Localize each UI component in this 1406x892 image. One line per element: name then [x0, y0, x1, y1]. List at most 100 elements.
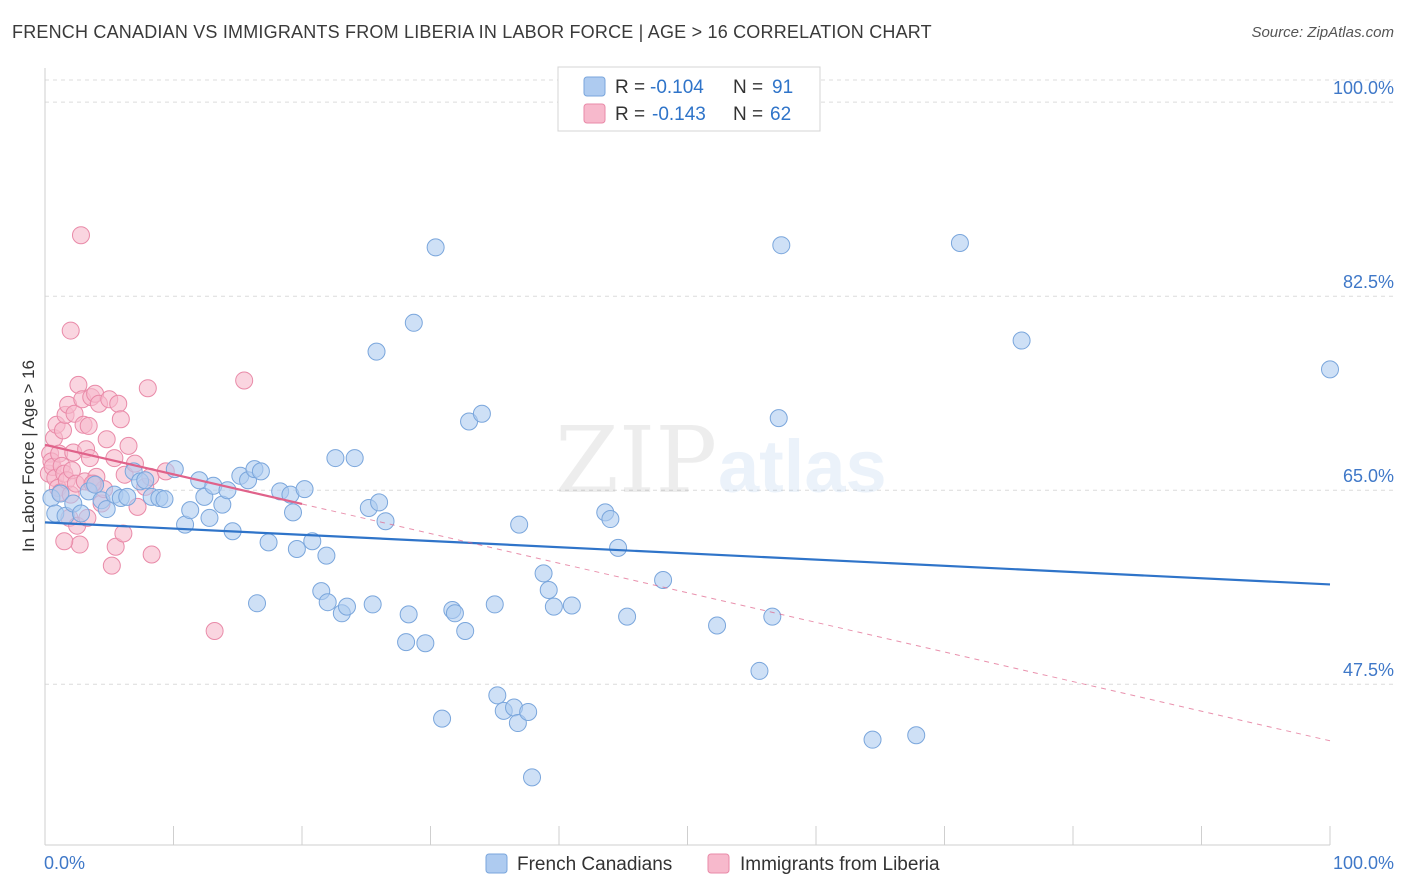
liberia-point — [111, 410, 130, 429]
x-tick-label-min: 0.0% — [44, 853, 85, 873]
french-canadian-point — [284, 503, 303, 522]
liberia-point — [106, 537, 125, 556]
french-canadian-point — [251, 462, 270, 481]
legend-r-label-2: R = — [615, 104, 645, 125]
french-canadian-point — [445, 604, 464, 623]
french-canadian-point — [539, 581, 558, 599]
liberia-point — [79, 416, 98, 435]
french-canadian-point — [248, 594, 267, 613]
chart-title: FRENCH CANADIAN VS IMMIGRANTS FROM LIBER… — [12, 22, 932, 42]
french-canadian-point — [562, 596, 581, 615]
bottom-legend-label-liberia: Immigrants from Liberia — [740, 854, 940, 875]
series-legend: French Canadians Immigrants from Liberia — [485, 853, 940, 875]
french-canadian-point — [259, 533, 278, 552]
french-canadian-point — [426, 238, 445, 257]
french-canadian-point — [456, 622, 475, 641]
french-canadian-point — [363, 595, 382, 614]
french-canadian-point — [118, 487, 137, 506]
french-canadian-point — [750, 661, 769, 680]
french-canadian-point — [318, 593, 337, 612]
french-canadian-point — [136, 471, 155, 490]
french-canadian-point — [488, 686, 507, 705]
french-canadian-point — [337, 597, 356, 616]
french-canadian-point — [370, 493, 389, 512]
liberia-points — [39, 226, 254, 641]
french-canadian-point — [1012, 331, 1031, 350]
liberia-point — [71, 226, 90, 245]
french-canadian-point — [609, 538, 628, 557]
french-canadian-point — [763, 607, 782, 626]
liberia-point — [109, 394, 128, 413]
french-canadian-point — [654, 571, 673, 590]
french-canadian-point — [433, 709, 452, 728]
legend-n-label-2: N = — [733, 104, 763, 125]
french-canadian-point — [287, 539, 306, 558]
french-canadian-trend-line — [44, 521, 1331, 586]
french-canadian-point — [71, 504, 90, 523]
french-canadian-point — [200, 508, 219, 527]
liberia-point — [80, 449, 99, 468]
french-canadian-point — [317, 546, 336, 565]
y-axis-label: In Labor Force | Age > 16 — [19, 360, 38, 552]
french-canadian-point — [601, 510, 620, 529]
french-canadian-point — [510, 515, 529, 534]
french-canadian-point — [399, 605, 418, 624]
trend-layer — [44, 443, 1331, 742]
french-canadian-point — [97, 500, 116, 519]
french-canadian-point — [376, 512, 395, 531]
french-canadian-point — [472, 404, 491, 423]
legend-n-label-1: N = — [733, 77, 763, 98]
liberia-point — [105, 449, 124, 468]
french-canadian-point — [523, 768, 542, 787]
french-canadian-point — [218, 481, 237, 500]
french-canadian-point — [769, 409, 788, 428]
legend-r-label-1: R = — [615, 77, 645, 98]
liberia-point — [205, 622, 224, 641]
french-canadian-point — [863, 730, 882, 749]
french-canadian-point — [708, 616, 727, 635]
french-canadian-point — [303, 532, 322, 551]
french-canadian-point — [86, 475, 105, 494]
liberia-point — [119, 436, 138, 455]
french-canadian-point — [404, 313, 423, 332]
french-canadian-point — [181, 501, 200, 520]
bottom-legend-swatch-blue — [485, 853, 508, 874]
french-canadian-points — [42, 233, 1339, 787]
french-canadian-point — [534, 564, 553, 583]
french-canadian-point — [367, 342, 386, 361]
french-canadian-point — [485, 595, 504, 614]
french-canadian-point — [397, 633, 416, 652]
x-tick-label-max: 100.0% — [1333, 853, 1394, 873]
french-canadian-point — [51, 484, 70, 503]
watermark: ZIP atlas — [555, 407, 887, 514]
y-tick-label: 100.0% — [1333, 78, 1394, 98]
y-tick-label: 82.5% — [1343, 272, 1394, 292]
liberia-point — [102, 556, 121, 575]
french-canadian-point — [772, 236, 791, 255]
french-canadian-point — [907, 726, 926, 745]
french-canadian-point — [544, 597, 563, 616]
y-tick-label: 47.5% — [1343, 660, 1394, 680]
legend-swatch-pink — [583, 103, 606, 124]
french-canadian-point — [345, 449, 364, 468]
french-canadian-point — [508, 714, 527, 733]
watermark-zip: ZIP — [555, 407, 717, 514]
liberia-point — [142, 545, 161, 564]
watermark-atlas: atlas — [718, 425, 887, 508]
legend-n-value-2: 62 — [770, 104, 791, 125]
legend-swatch-blue — [583, 76, 606, 97]
liberia-point — [55, 532, 74, 551]
y-tick-label: 65.0% — [1343, 466, 1394, 486]
french-canadian-point — [326, 449, 345, 468]
liberia-point — [114, 524, 133, 543]
source-label: Source: ZipAtlas.com — [1251, 24, 1394, 41]
legend-r-value-2: -0.143 — [652, 104, 706, 125]
french-canadian-point — [1321, 360, 1339, 379]
legend-n-value-1: 91 — [772, 77, 793, 98]
liberia-point — [53, 421, 72, 440]
liberia-point — [97, 430, 116, 449]
french-canadian-point — [950, 233, 969, 252]
legend-r-value-1: -0.104 — [650, 77, 704, 98]
liberia-point — [70, 535, 89, 554]
